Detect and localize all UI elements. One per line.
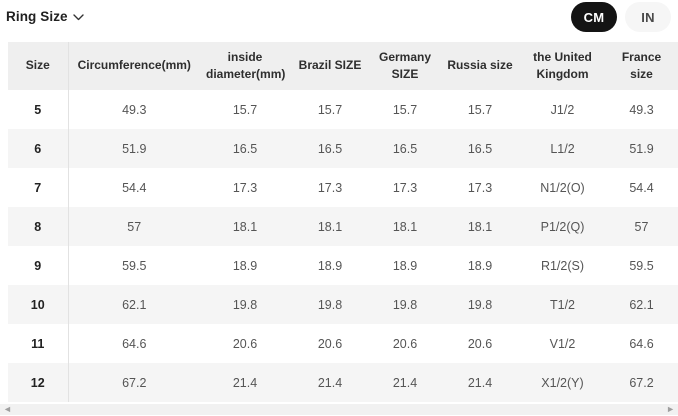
row-size-cell: 9 [8, 246, 69, 285]
row-value-cell: 51.9 [605, 129, 678, 168]
row-value-cell: 18.9 [467, 258, 493, 273]
row-value-cell: 20.6 [317, 336, 343, 351]
row-value-cell: T1/2 [520, 285, 605, 324]
row-value-cell: 15.7 [317, 102, 343, 117]
row-value-cell: J1/2 [550, 102, 575, 117]
row-value-cell: 18.1 [440, 207, 520, 246]
unit-cm-button[interactable]: CM [571, 2, 617, 32]
row-size-cell: 11 [8, 324, 69, 363]
table-row: 12 67.2 21.4 21.4 21.4 21.4 X1/2(Y) 67.2 [8, 363, 678, 402]
row-value-cell: 15.7 [232, 102, 258, 117]
row-size-cell: 6 [8, 129, 69, 168]
row-value-cell: 67.2 [68, 363, 200, 402]
row-value-cell: 19.8 [440, 285, 520, 324]
row-value-cell: 15.7 [392, 102, 418, 117]
row-value-cell: 15.7 [467, 102, 493, 117]
row-value-cell: 17.3 [317, 180, 343, 195]
table-header-row: Size Circumference(mm) inside diameter(m… [8, 42, 678, 90]
column-header-inside-diameter: inside diameter(mm) [200, 42, 290, 90]
column-header-russia: Russia size [440, 42, 520, 90]
column-header-size: Size [8, 42, 69, 90]
table-row: 9 59.5 18.9 18.9 18.9 18.9 R1/2(S) 59.5 [8, 246, 678, 285]
ring-size-label: Ring Size [6, 9, 68, 24]
row-value-cell: 18.1 [370, 207, 440, 246]
table-row: 5 49.3 15.7 15.7 15.7 15.7 J1/2 49.3 [8, 90, 678, 129]
table-row: 6 51.9 16.5 16.5 16.5 16.5 L1/2 51.9 [8, 129, 678, 168]
row-value-cell: 57 [68, 207, 200, 246]
row-value-cell: 19.8 [200, 285, 290, 324]
row-value-cell: R1/2(S) [540, 258, 585, 273]
row-value-cell: 20.6 [392, 336, 418, 351]
horizontal-scrollbar[interactable]: ◄ ► [0, 404, 678, 415]
chevron-down-icon [72, 13, 84, 20]
row-value-cell: V1/2 [549, 336, 576, 351]
row-value-cell: L1/2 [520, 129, 605, 168]
table-row: 11 64.6 20.6 20.6 20.6 20.6 V1/2 64.6 [8, 324, 678, 363]
column-header-brazil: Brazil SIZE [290, 42, 370, 90]
row-value-cell: 62.1 [605, 285, 678, 324]
toolbar: Ring Size CM IN [0, 0, 678, 42]
arrow-left-icon[interactable]: ◄ [3, 404, 12, 414]
arrow-right-icon[interactable]: ► [666, 404, 675, 414]
ring-size-table: Size Circumference(mm) inside diameter(m… [8, 42, 678, 402]
row-value-cell: 64.6 [629, 336, 654, 351]
column-header-circumference: Circumference(mm) [68, 42, 200, 90]
row-value-cell: 67.2 [605, 363, 678, 402]
row-value-cell: 64.6 [122, 336, 147, 351]
unit-toggle: CM IN [571, 2, 671, 32]
ring-size-dropdown[interactable]: Ring Size [6, 9, 84, 24]
row-size-cell: 10 [8, 285, 69, 324]
row-value-cell: 57 [605, 207, 678, 246]
column-header-france: France size [605, 42, 678, 90]
row-value-cell: 59.5 [629, 258, 654, 273]
row-value-cell: 62.1 [68, 285, 200, 324]
row-value-cell: 49.3 [629, 102, 654, 117]
row-value-cell: 19.8 [290, 285, 370, 324]
row-value-cell: X1/2(Y) [520, 363, 605, 402]
row-value-cell: 18.1 [200, 207, 290, 246]
row-value-cell: 49.3 [122, 102, 147, 117]
row-value-cell: 17.3 [467, 180, 493, 195]
row-value-cell: 54.4 [629, 180, 654, 195]
row-size-cell: 7 [8, 168, 69, 207]
row-value-cell: 18.9 [232, 258, 258, 273]
row-value-cell: 16.5 [440, 129, 520, 168]
column-header-united-kingdom: the United Kingdom [520, 42, 605, 90]
row-value-cell: 21.4 [200, 363, 290, 402]
row-value-cell: 21.4 [290, 363, 370, 402]
row-value-cell: 21.4 [440, 363, 520, 402]
row-value-cell: 54.4 [122, 180, 147, 195]
row-value-cell: 59.5 [122, 258, 147, 273]
row-value-cell: 18.9 [317, 258, 343, 273]
row-value-cell: 17.3 [392, 180, 418, 195]
row-value-cell: 21.4 [370, 363, 440, 402]
row-value-cell: 20.6 [232, 336, 258, 351]
row-value-cell: 18.9 [392, 258, 418, 273]
row-size-cell: 5 [8, 90, 69, 129]
row-value-cell: 16.5 [290, 129, 370, 168]
row-value-cell: 18.1 [290, 207, 370, 246]
row-value-cell: 16.5 [200, 129, 290, 168]
row-value-cell: N1/2(O) [540, 180, 585, 195]
row-value-cell: 17.3 [232, 180, 258, 195]
table-row: 7 54.4 17.3 17.3 17.3 17.3 N1/2(O) 54.4 [8, 168, 678, 207]
row-value-cell: 16.5 [370, 129, 440, 168]
row-value-cell: 20.6 [467, 336, 493, 351]
row-value-cell: 51.9 [68, 129, 200, 168]
column-header-germany: Germany SIZE [370, 42, 440, 90]
row-value-cell: 19.8 [370, 285, 440, 324]
table-row: 8 57 18.1 18.1 18.1 18.1 P1/2(Q) 57 [8, 207, 678, 246]
row-size-cell: 8 [8, 207, 69, 246]
row-size-cell: 12 [8, 363, 69, 402]
table-row: 10 62.1 19.8 19.8 19.8 19.8 T1/2 62.1 [8, 285, 678, 324]
unit-in-button[interactable]: IN [625, 2, 671, 32]
row-value-cell: P1/2(Q) [520, 207, 605, 246]
